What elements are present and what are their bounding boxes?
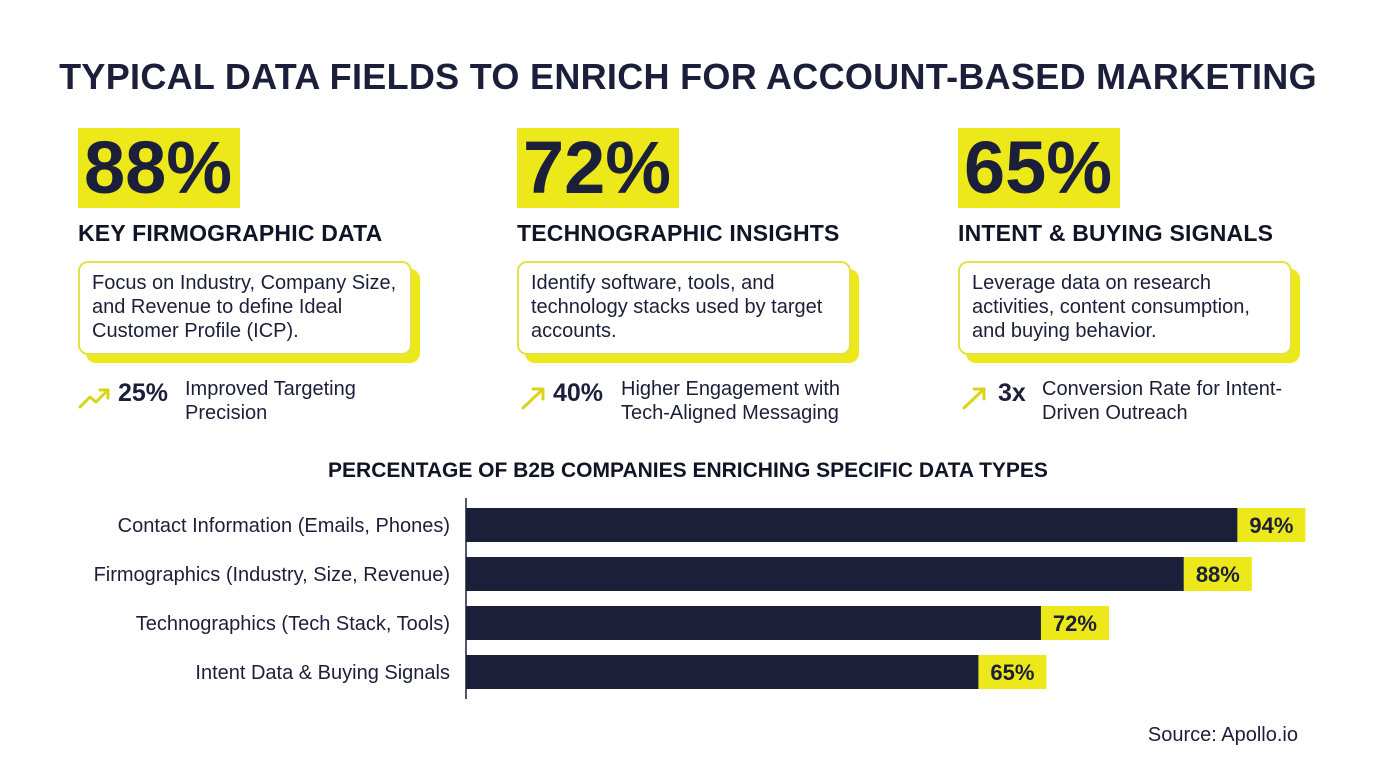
bar: [466, 508, 1238, 542]
card-description-box: Identify software, tools, and technology…: [517, 261, 859, 363]
bar-value-highlight: [1040, 606, 1109, 640]
card-description: Focus on Industry, Company Size, and Rev…: [78, 261, 412, 355]
card-description: Leverage data on research activities, co…: [958, 261, 1292, 355]
card-percent: 72%: [517, 128, 680, 208]
bar: [466, 606, 1041, 640]
data-label: 94%: [1249, 513, 1293, 538]
bar: [466, 655, 979, 689]
stat-card-intent: 65% INTENT & BUYING SIGNALS Leverage dat…: [958, 128, 1358, 429]
stat-card-technographic: 72% TECHNOGRAPHIC INSIGHTS Identify soft…: [517, 128, 917, 429]
category-label: Intent Data & Buying Signals: [195, 662, 450, 684]
card-label: KEY FIRMOGRAPHIC DATA: [78, 220, 383, 246]
source-note: Source: Apollo.io: [1147, 724, 1298, 746]
card-label: INTENT & BUYING SIGNALS: [958, 220, 1274, 246]
stat-value: 25%: [118, 379, 169, 407]
bar-value-highlight: [1183, 557, 1252, 591]
card-percent: 65%: [958, 128, 1121, 208]
card-stat: 40% Higher Engagement with Tech-Aligned …: [517, 377, 917, 429]
card-description-box: Leverage data on research activities, co…: [958, 261, 1300, 363]
data-label: 72%: [1053, 611, 1097, 636]
card-stat: 3x Conversion Rate for Intent-Driven Out…: [958, 377, 1358, 429]
page-title: TYPICAL DATA FIELDS TO ENRICH FOR ACCOUN…: [59, 56, 1317, 97]
trend-up-icon: [78, 388, 110, 409]
stat-text: Improved Targeting Precision: [185, 378, 356, 424]
card-percent: 88%: [78, 128, 241, 208]
stat-text: Higher Engagement with Tech-Aligned Mess…: [621, 378, 841, 424]
card-label: TECHNOGRAPHIC INSIGHTS: [517, 220, 840, 246]
arrow-up-right-icon: [521, 387, 545, 410]
card-stat: 25% Improved Targeting Precision: [78, 377, 478, 429]
stat-value: 3x: [998, 379, 1026, 407]
card-description: Identify software, tools, and technology…: [517, 261, 851, 355]
data-label: 65%: [990, 660, 1034, 685]
data-label: 88%: [1196, 562, 1240, 587]
card-description-box: Focus on Industry, Company Size, and Rev…: [78, 261, 420, 363]
arrow-up-right-icon: [962, 387, 986, 410]
category-label: Contact Information (Emails, Phones): [118, 515, 450, 537]
bar-value-highlight: [1237, 508, 1306, 542]
category-label: Firmographics (Industry, Size, Revenue): [94, 564, 450, 586]
bar-value-highlight: [978, 655, 1047, 689]
stat-text: Conversion Rate for Intent-Driven Outrea…: [1042, 378, 1283, 424]
bar: [466, 557, 1184, 591]
stat-card-firmographic: 88% KEY FIRMOGRAPHIC DATA Focus on Indus…: [78, 128, 478, 429]
stat-value: 40%: [553, 379, 604, 407]
chart-title: PERCENTAGE OF B2B COMPANIES ENRICHING SP…: [328, 459, 1048, 482]
category-label: Technographics (Tech Stack, Tools): [136, 613, 450, 635]
